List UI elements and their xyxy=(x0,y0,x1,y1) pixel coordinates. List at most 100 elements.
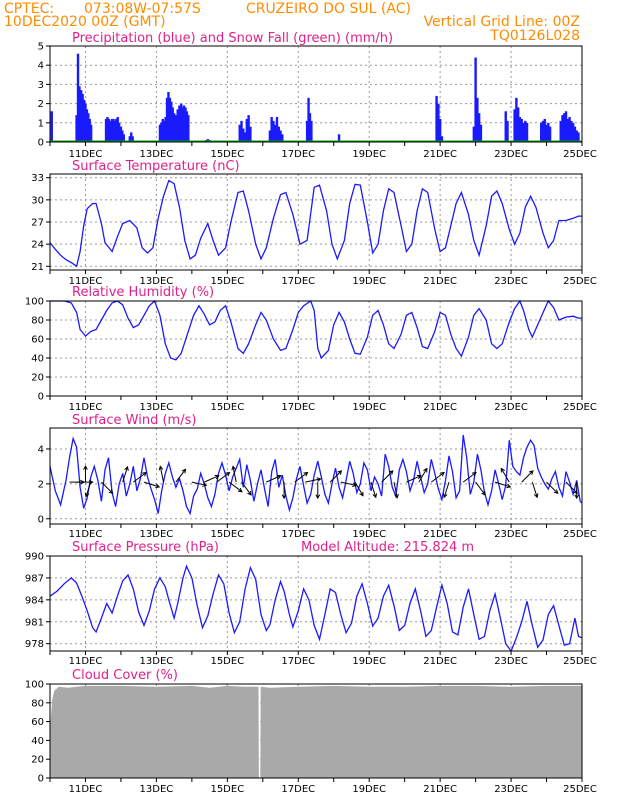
precip-bar xyxy=(107,118,111,142)
temperature-ytick-label: 33 xyxy=(31,173,44,184)
temperature-date-label: 11DEC xyxy=(69,276,103,287)
wind-arrow xyxy=(241,481,252,496)
precip-bar xyxy=(573,126,577,142)
wind-arrow xyxy=(159,466,164,483)
precip-frame xyxy=(49,45,583,143)
wind-panel: 0 2 4 11DEC 13DEC 15DEC 17DEC 19DEC 21DEC 23DEC 25… xyxy=(38,413,597,540)
wind-arrow xyxy=(191,481,207,486)
precip-bar xyxy=(176,109,179,142)
header: CPTEC: 073:08W-07:57S CRUZEIRO DO SUL (A… xyxy=(4,1,580,44)
humidity-date-label: 13DEC xyxy=(140,402,174,413)
precip-bar xyxy=(172,113,176,142)
wind-arrow-head xyxy=(416,474,422,480)
wind-arrow xyxy=(329,470,342,483)
wind-arrow xyxy=(521,470,534,483)
wind-arrow xyxy=(175,469,186,483)
precip-bar xyxy=(270,117,273,142)
pressure-annotation: Model Altitude: 215.824 m xyxy=(301,540,474,555)
precip-bar xyxy=(479,124,483,142)
temperature-date-label: 15DEC xyxy=(210,276,244,287)
temperature-ytick-label: 21 xyxy=(31,262,44,273)
precip-bar xyxy=(247,115,250,142)
wind-arrow xyxy=(266,475,281,483)
pressure-date-label: 25DEC xyxy=(563,656,597,667)
precip-date-label: 13DEC xyxy=(140,149,174,160)
precip-bar xyxy=(547,122,550,142)
wind-arrow-head xyxy=(481,490,486,496)
precip-bar xyxy=(82,99,86,142)
wind-arrow-head xyxy=(181,468,187,474)
pressure-ytick-label: 990 xyxy=(25,552,44,563)
wind-arrow xyxy=(354,481,364,496)
wind-arrow xyxy=(204,475,219,483)
precip-bar xyxy=(563,113,566,142)
wind-arrow-head xyxy=(372,493,378,499)
wind-arrow-head xyxy=(281,494,287,500)
precip-bar xyxy=(164,117,167,142)
pressure-frame xyxy=(49,555,583,652)
precip-bar xyxy=(472,126,476,142)
precip-bar xyxy=(238,124,241,142)
pressure-line xyxy=(49,564,583,653)
pressure-date-label: 17DEC xyxy=(281,656,315,667)
precip-date-label: 15DEC xyxy=(210,149,244,160)
precip-bar xyxy=(279,130,282,142)
wind-date-label: 13DEC xyxy=(140,529,174,540)
precip-bar xyxy=(571,122,575,142)
precip-bar xyxy=(515,97,518,142)
precip-bar xyxy=(310,120,313,142)
wind-arrow-head xyxy=(83,465,88,470)
precip-bar xyxy=(541,120,545,142)
wind-arrow xyxy=(565,481,578,494)
precip-bar xyxy=(116,117,119,142)
precip-bar xyxy=(170,101,173,142)
precip-bar xyxy=(522,122,525,142)
precip-bar xyxy=(566,118,570,142)
humidity-ytick-label: 0 xyxy=(38,392,44,403)
precip-bar xyxy=(525,122,529,142)
cloud-ytick-label: 60 xyxy=(31,717,44,728)
wind-arrow xyxy=(546,481,559,494)
humidity-ytick-label: 40 xyxy=(31,354,44,365)
precip-bar xyxy=(577,132,580,142)
precip-bar xyxy=(243,132,247,142)
wind-frame xyxy=(49,427,583,525)
precip-bar xyxy=(540,122,543,142)
cloud-ytick-label: 20 xyxy=(31,755,44,766)
temperature-ytick-label: 24 xyxy=(31,240,44,251)
wind-arrow-head xyxy=(315,494,321,500)
wind-arrow xyxy=(340,481,357,486)
cloud-frame xyxy=(49,683,583,779)
humidity-ytick-label: 80 xyxy=(31,316,44,327)
precip-bar xyxy=(277,126,280,142)
precip-bar xyxy=(131,136,134,142)
precip-bar xyxy=(305,120,309,142)
wind-line xyxy=(49,434,583,516)
temperature-title: Surface Temperature (nC) xyxy=(72,159,240,174)
wind-arrow xyxy=(418,468,428,483)
precip-bar xyxy=(474,57,477,142)
humidity-frame xyxy=(49,300,583,397)
cloud-ytick-label: 0 xyxy=(38,774,44,785)
precip-bar xyxy=(110,118,114,142)
precip-ytick-label: 0 xyxy=(38,138,44,149)
wind-arrow xyxy=(216,472,230,483)
wind-date-label: 11DEC xyxy=(69,529,103,540)
precip-bar xyxy=(84,103,87,142)
temperature-ytick-label: 30 xyxy=(31,195,44,206)
wind-arrow-head xyxy=(533,493,539,499)
precip-bar xyxy=(182,105,186,142)
wind-arrow-head xyxy=(352,482,358,487)
precip-bar xyxy=(435,95,438,142)
humidity-date-label: 21DEC xyxy=(423,402,457,413)
precip-bar xyxy=(165,97,169,142)
wind-ytick-label: 2 xyxy=(38,479,44,490)
precip-bar xyxy=(504,111,507,142)
wind-arrow-head xyxy=(316,477,322,482)
precip-bar xyxy=(160,122,163,142)
wind-arrow-head xyxy=(506,483,512,489)
humidity-ytick-label: 20 xyxy=(31,373,44,384)
wind-arrow xyxy=(85,481,92,497)
wind-arrow-head xyxy=(214,474,220,480)
temperature-date-label: 19DEC xyxy=(352,276,386,287)
